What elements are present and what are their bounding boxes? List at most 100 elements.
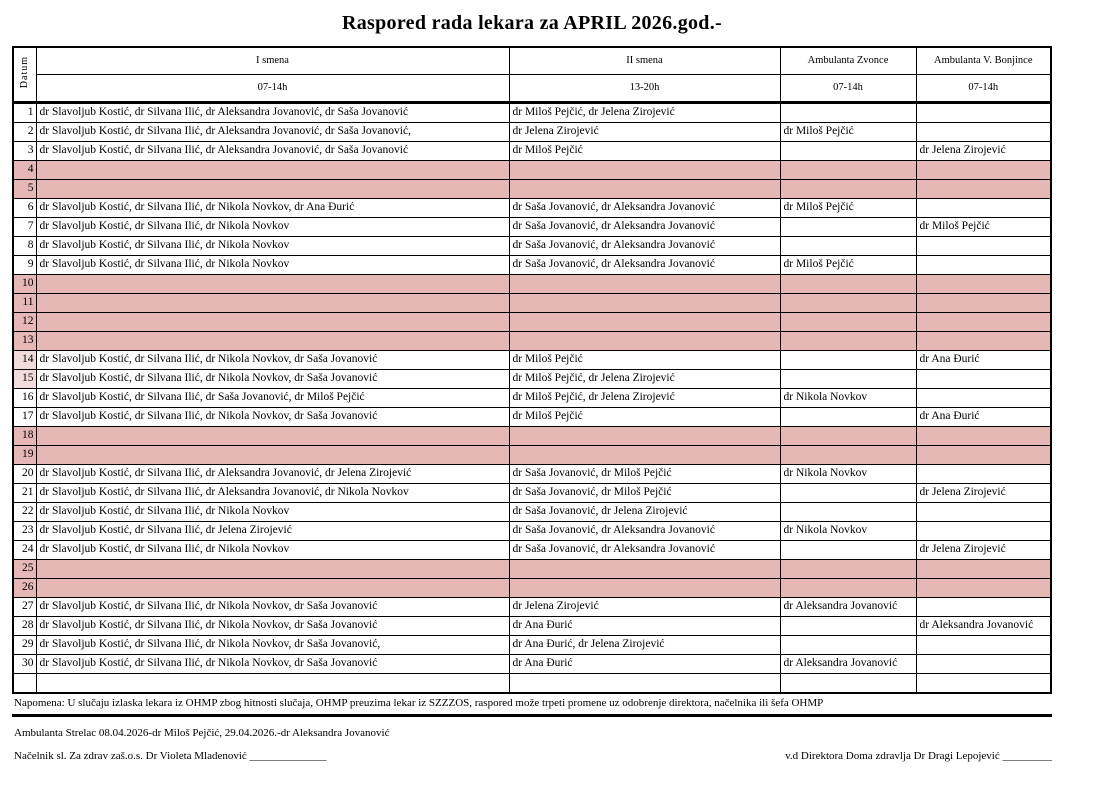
smena1-cell xyxy=(35,274,510,294)
date-cell: 28 xyxy=(12,616,37,636)
table-row: 21 dr Slavoljub Kostić, dr Silvana Ilić, … xyxy=(12,483,1052,503)
table-row: 1 dr Slavoljub Kostić, dr Silvana Ilić, d… xyxy=(12,102,1052,123)
zvonce-cell: dr Miloš Pejčić xyxy=(779,255,917,275)
zvonce-cell xyxy=(779,407,917,427)
smena1-cell xyxy=(35,445,510,465)
smena2-cell: dr Saša Jovanović, dr Aleksandra Jovanov… xyxy=(508,198,781,218)
zvonce-cell xyxy=(779,350,917,370)
table-row: 9 dr Slavoljub Kostić, dr Silvana Ilić, d… xyxy=(12,255,1052,275)
table-row: 27 dr Slavoljub Kostić, dr Silvana Ilić, … xyxy=(12,597,1052,617)
header-row-labels: Datum I smena II smena Ambulanta Zvonce … xyxy=(12,46,1052,103)
table-row: 4 xyxy=(12,160,1052,180)
table-row: 19 xyxy=(12,445,1052,465)
smena1-cell: dr Slavoljub Kostić, dr Silvana Ilić, dr… xyxy=(35,616,510,636)
smena1-cell xyxy=(35,578,510,598)
zvonce-cell: dr Aleksandra Jovanović xyxy=(779,654,917,674)
zvonce-cell xyxy=(779,578,917,598)
table-header: Datum I smena II smena Ambulanta Zvonce … xyxy=(12,46,1052,103)
bonjince-cell xyxy=(915,521,1052,541)
col-header-zvonce: Ambulanta Zvonce xyxy=(779,46,917,75)
date-cell: 5 xyxy=(12,179,37,199)
smena2-cell: dr Saša Jovanović, dr Aleksandra Jovanov… xyxy=(508,236,781,256)
bonjince-cell xyxy=(915,198,1052,218)
table-row: 25 xyxy=(12,559,1052,579)
smena2-cell: dr Jelena Zirojević xyxy=(508,122,781,142)
col-header-smena1: I smena xyxy=(35,46,510,75)
bonjince-cell xyxy=(915,597,1052,617)
smena1-cell: dr Slavoljub Kostić, dr Silvana Ilić, dr… xyxy=(35,521,510,541)
smena2-cell xyxy=(508,293,781,313)
left-signature: Načelnik sl. Za zdrav zaš.o.s. Dr Violet… xyxy=(14,750,327,762)
smena1-cell: dr Slavoljub Kostić, dr Silvana Ilić, dr… xyxy=(35,407,510,427)
zvonce-cell xyxy=(779,102,917,123)
smena2-cell: dr Saša Jovanović, dr Aleksandra Jovanov… xyxy=(508,540,781,560)
table-row: 11 xyxy=(12,293,1052,313)
smena2-cell: dr Miloš Pejčić xyxy=(508,350,781,370)
date-cell: 21 xyxy=(12,483,37,503)
smena2-cell: dr Ana Đurić, dr Jelena Zirojević xyxy=(508,635,781,655)
smena1-cell: dr Slavoljub Kostić, dr Silvana Ilić, dr… xyxy=(35,502,510,522)
date-cell: 15 xyxy=(12,369,37,389)
bonjince-cell xyxy=(915,274,1052,294)
date-cell: 22 xyxy=(12,502,37,522)
date-cell: 4 xyxy=(12,160,37,180)
date-cell: 27 xyxy=(12,597,37,617)
smena1-cell xyxy=(35,293,510,313)
smena1-cell: dr Slavoljub Kostić, dr Silvana Ilić, dr… xyxy=(35,635,510,655)
zvonce-cell xyxy=(779,540,917,560)
smena2-cell: dr Saša Jovanović, dr Aleksandra Jovanov… xyxy=(508,217,781,237)
bonjince-cell: dr Jelena Zirojević xyxy=(915,540,1052,560)
table-row: 15 dr Slavoljub Kostić, dr Silvana Ilić, … xyxy=(12,369,1052,389)
zvonce-cell xyxy=(779,236,917,256)
smena1-cell: dr Slavoljub Kostić, dr Silvana Ilić, dr… xyxy=(35,597,510,617)
zvonce-cell xyxy=(779,445,917,465)
bonjince-cell: dr Jelena Zirojević xyxy=(915,141,1052,161)
date-cell: 19 xyxy=(12,445,37,465)
smena1-cell: dr Slavoljub Kostić, dr Silvana Ilić, dr… xyxy=(35,654,510,674)
smena2-cell xyxy=(508,160,781,180)
zvonce-cell: dr Aleksandra Jovanović xyxy=(779,597,917,617)
date-cell: 14 xyxy=(12,350,37,370)
smena1-cell: dr Slavoljub Kostić, dr Silvana Ilić, dr… xyxy=(35,217,510,237)
table-row: 30 dr Slavoljub Kostić, dr Silvana Ilić, … xyxy=(12,654,1052,674)
zvonce-cell xyxy=(779,312,917,332)
date-cell: 20 xyxy=(12,464,37,484)
smena1-cell: dr Slavoljub Kostić, dr Silvana Ilić, dr… xyxy=(35,102,510,123)
date-cell: 26 xyxy=(12,578,37,598)
table-row: 28 dr Slavoljub Kostić, dr Silvana Ilić, … xyxy=(12,616,1052,636)
smena1-cell xyxy=(35,331,510,351)
smena2-cell xyxy=(508,578,781,598)
smena2-cell xyxy=(508,179,781,199)
smena1-cell: dr Slavoljub Kostić, dr Silvana Ilić, dr… xyxy=(35,236,510,256)
date-cell: 11 xyxy=(12,293,37,313)
schedule-page: Raspored rada lekara za APRIL 2026.god.-… xyxy=(12,12,1052,762)
date-cell: 10 xyxy=(12,274,37,294)
smena2-cell: dr Miloš Pejčić xyxy=(508,141,781,161)
date-cell xyxy=(12,673,37,694)
zvonce-cell: dr Miloš Pejčić xyxy=(779,198,917,218)
zvonce-cell xyxy=(779,426,917,446)
zvonce-cell xyxy=(779,217,917,237)
smena1-cell: dr Slavoljub Kostić, dr Silvana Ilić, dr… xyxy=(35,464,510,484)
ambulanta-strelac-note: Ambulanta Strelac 08.04.2026-dr Miloš Pe… xyxy=(14,727,390,739)
smena1-cell: dr Slavoljub Kostić, dr Silvana Ilić, dr… xyxy=(35,369,510,389)
date-cell: 29 xyxy=(12,635,37,655)
bonjince-cell xyxy=(915,673,1052,694)
smena1-cell xyxy=(35,426,510,446)
date-cell: 12 xyxy=(12,312,37,332)
zvonce-cell xyxy=(779,369,917,389)
bonjince-cell xyxy=(915,369,1052,389)
table-row: 26 xyxy=(12,578,1052,598)
zvonce-cell xyxy=(779,160,917,180)
bonjince-cell: dr Aleksandra Jovanović xyxy=(915,616,1052,636)
col-hours-zvonce: 07-14h xyxy=(779,74,917,103)
bonjince-cell xyxy=(915,179,1052,199)
schedule-table: Datum I smena II smena Ambulanta Zvonce … xyxy=(12,46,1052,694)
zvonce-cell xyxy=(779,141,917,161)
smena1-cell: dr Slavoljub Kostić, dr Silvana Ilić, dr… xyxy=(35,350,510,370)
col-header-smena2: II smena xyxy=(508,46,781,75)
table-row: 7 dr Slavoljub Kostić, dr Silvana Ilić, d… xyxy=(12,217,1052,237)
bonjince-cell xyxy=(915,160,1052,180)
table-row: 18 xyxy=(12,426,1052,446)
smena2-cell: dr Saša Jovanović, dr Aleksandra Jovanov… xyxy=(508,521,781,541)
